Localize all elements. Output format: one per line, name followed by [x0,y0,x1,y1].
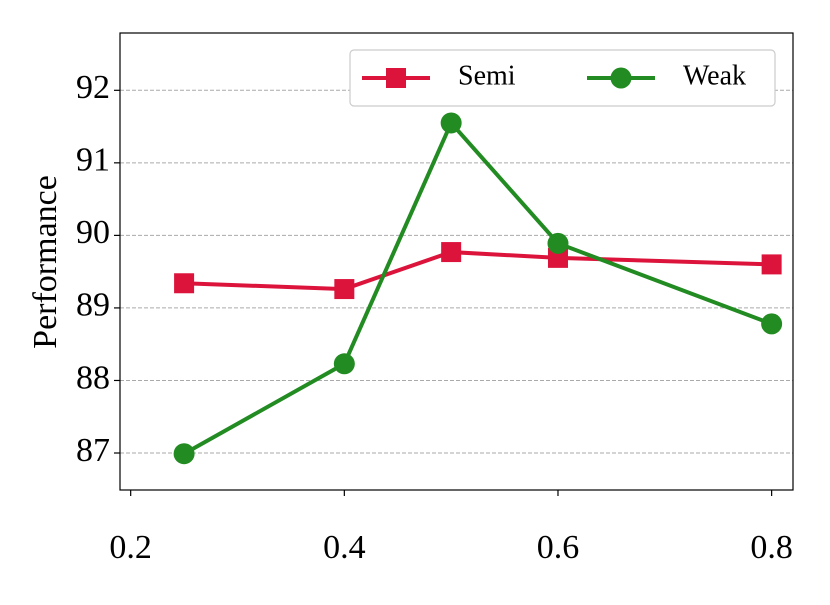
y-axis-label: Performance [27,175,64,349]
marker [333,353,355,375]
y-tick-label: 88 [76,359,110,396]
marker [440,112,462,134]
marker [173,443,195,465]
marker [334,279,355,300]
legend-label: Weak [683,60,746,91]
legend-box [349,49,776,107]
y-tick-label: 89 [76,287,110,324]
legend-label: Semi [458,60,516,91]
marker [761,313,783,335]
x-tick-label: 0.8 [750,529,793,566]
legend-marker [386,68,406,88]
marker [761,254,782,275]
marker [441,242,462,263]
y-tick-label: 92 [76,69,110,106]
legend-marker [610,67,632,89]
y-tick-label: 87 [76,432,110,469]
series-line [184,250,772,292]
marker [174,273,195,294]
y-tick-label: 90 [76,214,110,251]
marker [547,232,569,254]
marker [547,247,568,268]
legend: Semi Weak [349,49,776,107]
y-tick-label: 91 [76,142,110,179]
x-tick-label: 0.6 [537,529,580,566]
plot-frame [119,32,794,491]
x-tick-label: 0.4 [323,529,366,566]
x-tick-label: 0.2 [109,529,152,566]
